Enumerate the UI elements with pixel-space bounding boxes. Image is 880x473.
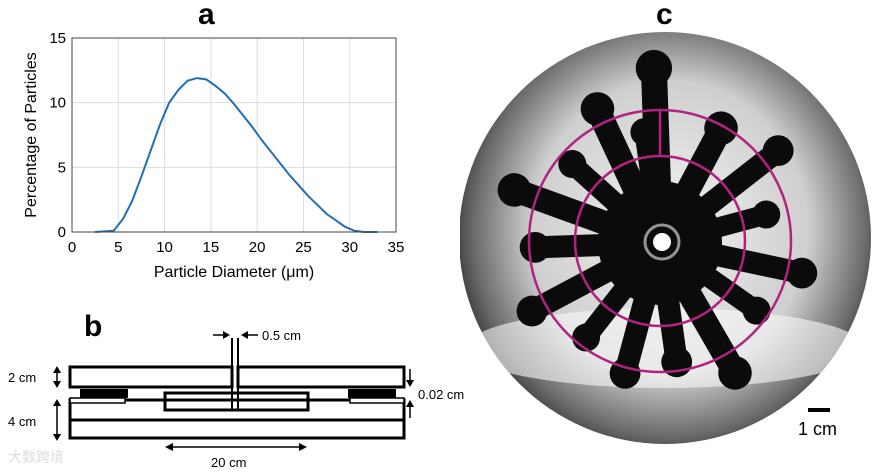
x-tick-label: 20 [249,239,266,256]
center-recess [163,391,310,412]
finger-tip [718,356,752,390]
gap-arrowhead-right [241,331,248,339]
width-dim-label: 20 cm [211,455,246,470]
finger-tip [704,111,738,146]
chart-grid [71,37,397,233]
gap-arrowhead-left [223,331,230,339]
top-dim-label: 2 cm [8,370,36,385]
width-dim-head-left [165,443,173,451]
gasket-right-inner [349,397,405,404]
top-plate-left [68,365,234,389]
scale-label: 1 cm [798,419,837,439]
panel-label-c: c [656,0,673,31]
y-tick-label: 0 [58,224,66,241]
particle-size-chart: 0 5 10 15 20 25 30 35 0 5 10 15 Particle Diameter (… [23,30,404,281]
finger-tip [497,173,532,207]
finger-tip [572,323,601,352]
finger-tip [580,92,615,126]
x-tick-label: 10 [156,239,173,256]
scale-bar [808,408,830,412]
gasket-right [348,389,396,398]
finger-tip [786,257,818,289]
plot-frame [71,37,397,233]
top-dim-head-up [53,366,61,373]
bottom-plate [68,418,406,440]
gasket-left [80,389,128,398]
injection-point [653,233,671,251]
top-plate-right [236,365,406,389]
thin-arrowhead-top [406,380,414,387]
watermark: 大数跨境 [8,449,64,465]
x-tick-label: 15 [203,239,220,256]
finger-tip [630,118,659,147]
thin-arrowhead-bottom [406,400,414,407]
y-tick-label: 10 [49,95,66,112]
bottom-dim-head-up [53,399,61,406]
finger-tip [516,295,548,327]
finger-tip [762,135,794,167]
y-tick-label: 5 [58,159,66,176]
x-tick-label: 25 [295,239,312,256]
series-line [95,77,378,233]
viscous-fingering-photo: 1 cm [460,32,871,444]
top-dim-head-down [53,381,61,388]
finger-tip [558,150,587,179]
width-dim-head-right [299,443,307,451]
finger-pattern [497,49,818,390]
y-tick-label: 15 [49,30,66,47]
bottom-dim-head-down [53,434,61,441]
x-tick-label: 0 [68,239,76,256]
gap-label: 0.5 cm [262,328,301,343]
finger-tip [635,49,673,87]
finger-tip [519,231,551,263]
cell-schematic: 0.5 cm 2 cm 4 cm 0.02 cm 20 cm [8,328,464,470]
y-axis-label: Percentage of Particles [23,52,40,217]
panel-label-a: a [198,0,215,31]
finger-tip [742,296,771,325]
panel-label-b: b [84,310,103,343]
x-tick-label: 5 [114,239,122,256]
x-axis-label: Particle Diameter (μm) [154,264,314,281]
gasket-left-inner [69,397,126,404]
chart-ticks: 0 5 10 15 20 25 30 35 0 5 10 15 [49,30,404,256]
thin-dim-label: 0.02 cm [418,387,464,402]
injection-halo [643,223,681,261]
bottom-dim-label: 4 cm [8,414,36,429]
x-tick-label: 30 [341,239,358,256]
finger-tip [752,200,781,229]
x-tick-label: 35 [388,239,405,256]
